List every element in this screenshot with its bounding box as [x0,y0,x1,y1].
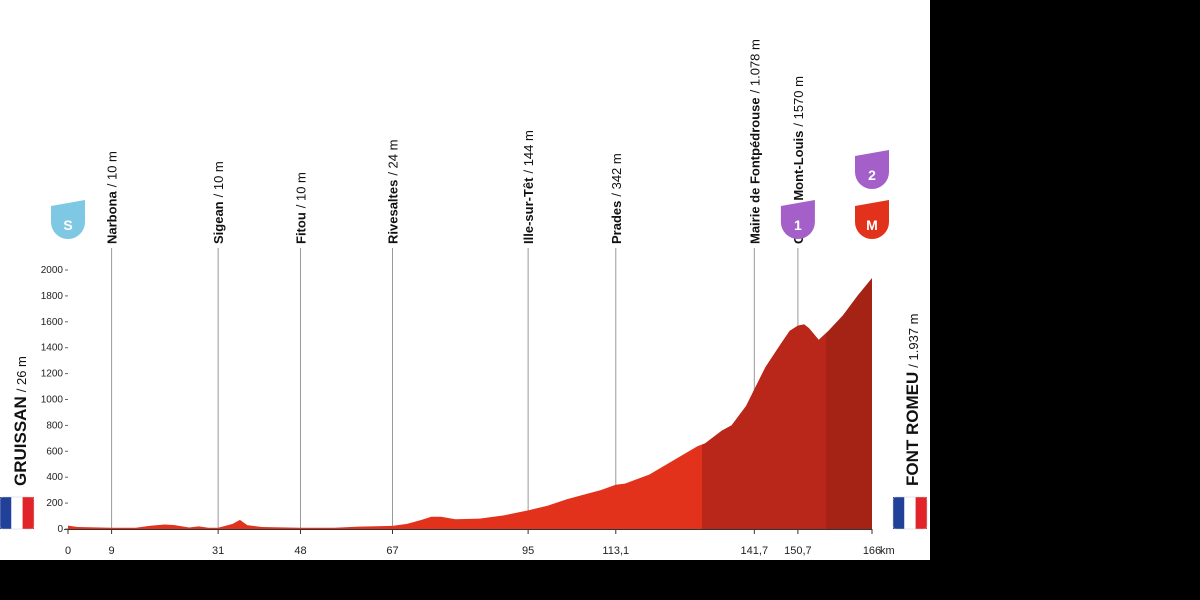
flag [892,496,928,530]
badge-shape [51,200,85,239]
x-tick-label: 150,7 [784,545,812,557]
y-tick-label: 1200 [41,369,64,380]
x-tick-label: 141,7 [741,545,769,557]
y-tick-label: 1600 [41,317,64,328]
finish-name: FONT ROMEU [903,372,922,486]
waypoint-elevation: / 1.078 m [747,39,762,93]
waypoint-elevation: / 342 m [609,153,624,196]
waypoint-label: Ille-sur-Têt / 144 m [521,130,536,244]
x-tick-label: 9 [109,545,115,557]
x-tick-label: 67 [386,545,398,557]
waypoint-label: Sigean / 10 m [211,161,226,244]
y-tick-label: 600 [46,446,63,457]
badge-shape [855,150,889,189]
flag [0,496,35,530]
flag-stripe [22,497,34,529]
badge-shape [780,200,815,239]
waypoint-elevation: / 1570 m [791,76,806,127]
waypoint-label: Fitou / 10 m [293,172,308,244]
badge-text: M [866,217,878,233]
x-tick-label: 31 [212,545,224,557]
flag-stripe [915,497,927,529]
waypoint-elevation: / 10 m [211,161,226,197]
waypoint-elevation: / 10 m [105,151,120,187]
x-unit: km [880,545,895,557]
start-elevation: / 26 m [14,356,29,392]
y-tick-label: 0 [57,524,63,535]
elevation-area [68,278,872,529]
badge-text: 2 [868,167,876,183]
flag-stripe [11,497,23,529]
waypoint-elevation: / 24 m [386,140,401,176]
flag-stripe [893,497,905,529]
badge-shape [855,200,889,239]
x-tick-label: 113,1 [602,545,629,557]
badge-text: 1 [794,217,802,233]
waypoint-label: Rivesaltes / 24 m [386,140,401,244]
badge: S [51,200,85,239]
y-tick-label: 1000 [41,395,64,406]
waypoint-name: Mairie de Fontpédrouse [747,97,762,244]
y-tick-label: 2000 [41,265,64,276]
x-tick-label: 166 [863,545,881,557]
waypoint-name: Ille-sur-Têt [521,177,536,244]
y-tick-label: 1400 [41,343,64,354]
waypoint-elevation: / 10 m [293,172,308,208]
finish-label: FONT ROMEU / 1.937 m [903,314,922,486]
flag-border [892,496,928,530]
x-tick-label: 0 [65,545,71,557]
waypoint-name: Rivesaltes [386,180,401,244]
flag-border [0,496,35,530]
y-tick-label: 400 [46,472,63,483]
finish-elevation: / 1.937 m [906,314,921,368]
waypoint-name: Fitou [293,212,308,244]
waypoint-label: Narbona / 10 m [105,151,120,244]
waypoint-label: Mairie de Fontpédrouse / 1.078 m [747,39,762,244]
waypoint-name: Narbona [105,191,120,245]
y-tick-label: 200 [46,498,63,509]
flag-stripe [904,497,916,529]
badge-text: S [63,217,72,233]
start-name: GRUISSAN [11,396,30,486]
start-label: GRUISSAN / 26 m [11,356,30,486]
x-tick-label: 48 [294,545,306,557]
badge: 1 [780,200,815,239]
y-tick-label: 1800 [41,291,64,302]
badge: M [855,200,889,239]
waypoint-name: Prades [609,201,624,244]
x-tick-label: 95 [522,545,534,557]
y-tick-label: 800 [46,420,63,431]
flag-stripe [0,497,12,529]
waypoint-name: Sigean [211,201,226,244]
waypoint-elevation: / 144 m [521,130,536,173]
badge: 2 [855,150,889,189]
waypoint-label: Prades / 342 m [609,153,624,244]
